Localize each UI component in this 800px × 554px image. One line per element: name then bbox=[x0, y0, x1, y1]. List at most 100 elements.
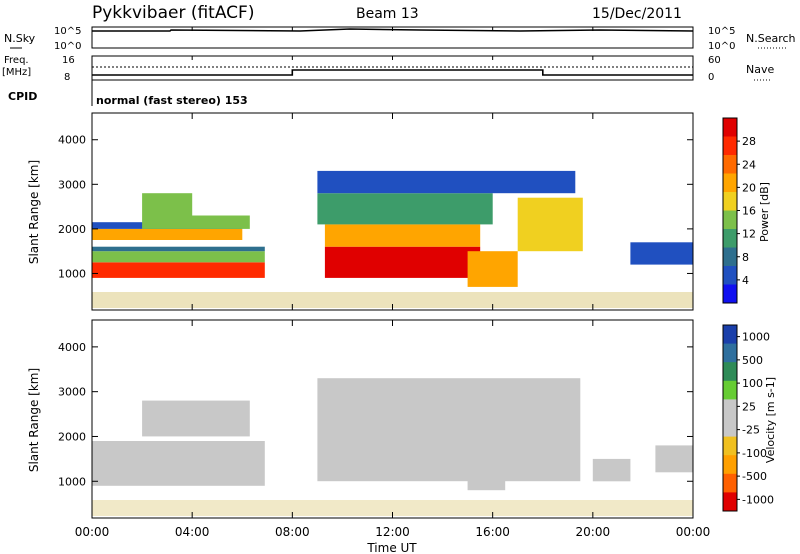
velocity-colorbar-tick-label: -500 bbox=[742, 470, 767, 483]
velocity-region bbox=[142, 400, 250, 437]
x-tick-label: 00:00 bbox=[75, 525, 110, 539]
power-region bbox=[92, 262, 265, 278]
velocity-colorbar-segment bbox=[723, 399, 737, 419]
power-colorbar-segment bbox=[723, 118, 737, 137]
power-colorbar-tick-label: 8 bbox=[742, 251, 749, 264]
velocity-colorbar-segment bbox=[723, 418, 737, 438]
velocity-colorbar-segment bbox=[723, 492, 737, 512]
power-region bbox=[92, 246, 265, 252]
power-colorbar-segment bbox=[723, 284, 737, 304]
x-tick-label: 12:00 bbox=[375, 525, 410, 539]
power-ytick-label: 4000 bbox=[58, 134, 86, 147]
power-colorbar-segment bbox=[723, 155, 737, 174]
power-colorbar-tick-label: 12 bbox=[742, 228, 756, 241]
nsearch-label: N.Search bbox=[746, 32, 796, 45]
freq-panel: Freq. [MHz] 16 8 60 0 Nave bbox=[2, 55, 774, 83]
velocity-colorbar-tick-label: -25 bbox=[742, 424, 760, 437]
power-region bbox=[324, 224, 481, 247]
nsky-label: N.Sky bbox=[4, 32, 36, 45]
power-colorbar-segment bbox=[723, 173, 737, 193]
nsky-tick-high: 10^5 bbox=[54, 26, 81, 37]
freq-label-line2: [MHz] bbox=[2, 67, 31, 78]
power-region bbox=[467, 251, 518, 287]
power-colorbar-segment bbox=[723, 192, 737, 211]
power-colorbar-tick-label: 4 bbox=[742, 274, 749, 287]
velocity-ytick-label: 1000 bbox=[58, 475, 86, 488]
velocity-region bbox=[92, 441, 265, 486]
power-region bbox=[92, 251, 265, 263]
cpid-label: CPID bbox=[8, 90, 37, 103]
velocity-colorbar-segment bbox=[723, 362, 737, 382]
power-colorbar-segment bbox=[723, 229, 737, 248]
x-tick-label: 16:00 bbox=[475, 525, 510, 539]
velocity-region bbox=[592, 458, 631, 482]
power-colorbar-tick-label: 20 bbox=[742, 181, 756, 194]
nave-label: Nave bbox=[746, 63, 774, 76]
power-panel: 1000 2000 3000 4000 Slant Range [km] 4 8 12 16… bbox=[27, 112, 771, 311]
velocity-near-range-scatter bbox=[92, 500, 693, 516]
cpid-text: normal (fast stereo) 153 bbox=[96, 94, 248, 107]
power-near-range-scatter bbox=[92, 292, 693, 308]
nsky-tick-low: 10^0 bbox=[54, 41, 81, 52]
x-tick-label: 20:00 bbox=[576, 525, 611, 539]
velocity-colorbar-tick-label: 500 bbox=[742, 354, 763, 367]
velocity-colorbar-tick-label: 1000 bbox=[742, 331, 770, 344]
freq-tick-high: 16 bbox=[62, 55, 75, 66]
velocity-ytick-label: 4000 bbox=[58, 341, 86, 354]
x-tick-label: 08:00 bbox=[275, 525, 310, 539]
power-colorbar-tick-label: 28 bbox=[742, 135, 756, 148]
power-ylabel: Slant Range [km] bbox=[27, 160, 41, 264]
x-axis-label: Time UT bbox=[366, 541, 417, 554]
time-axis: 00:00 04:00 08:00 12:00 16:00 20:00 00:00 bbox=[75, 27, 711, 539]
velocity-ytick-label: 2000 bbox=[58, 430, 86, 443]
velocity-region bbox=[655, 445, 693, 473]
power-colorbar-tick-label: 16 bbox=[742, 205, 756, 218]
power-region bbox=[142, 193, 193, 216]
velocity-region bbox=[317, 378, 581, 482]
velocity-colorbar-segment bbox=[723, 436, 737, 456]
velocity-colorbar-label: Velocity [m s-1] bbox=[764, 377, 777, 463]
power-region bbox=[92, 228, 243, 240]
power-ytick-label: 2000 bbox=[58, 223, 86, 236]
power-region bbox=[324, 246, 481, 278]
velocity-colorbar-segment bbox=[723, 343, 737, 363]
power-region bbox=[317, 170, 576, 194]
power-colorbar-tick-label: 24 bbox=[742, 158, 756, 171]
velocity-colorbar-tick-label: -100 bbox=[742, 447, 767, 460]
velocity-region bbox=[467, 454, 506, 491]
cpid-row: CPID normal (fast stereo) 153 bbox=[8, 80, 248, 107]
beam-label: Beam 13 bbox=[356, 6, 419, 22]
power-colorbar-segment bbox=[723, 210, 737, 230]
velocity-colorbar-segment bbox=[723, 473, 737, 493]
nave-tick-high: 60 bbox=[708, 55, 721, 66]
nsearch-tick-low: 10^0 bbox=[708, 41, 735, 52]
power-colorbar-segment bbox=[723, 136, 737, 156]
power-colorbar-label: Power [dB] bbox=[758, 182, 771, 242]
velocity-colorbar-segment bbox=[723, 455, 737, 475]
velocity-colorbar-tick-label: 25 bbox=[742, 400, 756, 413]
velocity-colorbar-segment bbox=[723, 325, 737, 345]
power-ytick-label: 1000 bbox=[58, 267, 86, 280]
velocity-ytick-label: 3000 bbox=[58, 386, 86, 399]
power-colorbar-segment bbox=[723, 247, 737, 267]
power-region bbox=[630, 242, 693, 265]
nsky-panel: N.Sky 10^5 10^0 10^5 10^0 N.Search bbox=[4, 26, 796, 52]
velocity-panel: 1000 2000 3000 4000 Slant Range [km] 1000 50… bbox=[27, 319, 777, 519]
power-region bbox=[142, 215, 250, 229]
nsearch-tick-high: 10^5 bbox=[708, 26, 735, 37]
power-region bbox=[517, 197, 583, 252]
power-ytick-label: 3000 bbox=[58, 178, 86, 191]
velocity-colorbar-tick-label: 100 bbox=[742, 377, 763, 390]
nave-tick-low: 0 bbox=[708, 72, 714, 83]
velocity-colorbar-tick-label: -1000 bbox=[742, 493, 774, 506]
x-tick-label: 00:00 bbox=[676, 525, 711, 539]
date-label: 15/Dec/2011 bbox=[592, 6, 682, 22]
freq-tick-low: 8 bbox=[64, 72, 70, 83]
figure-title: Pykkvibaer (fitACF) bbox=[92, 3, 254, 23]
velocity-ylabel: Slant Range [km] bbox=[27, 368, 41, 472]
frequency-line bbox=[92, 69, 693, 76]
power-region bbox=[317, 193, 493, 225]
velocity-colorbar-segment bbox=[723, 380, 737, 400]
velocity-colorbar-frame bbox=[722, 324, 738, 512]
